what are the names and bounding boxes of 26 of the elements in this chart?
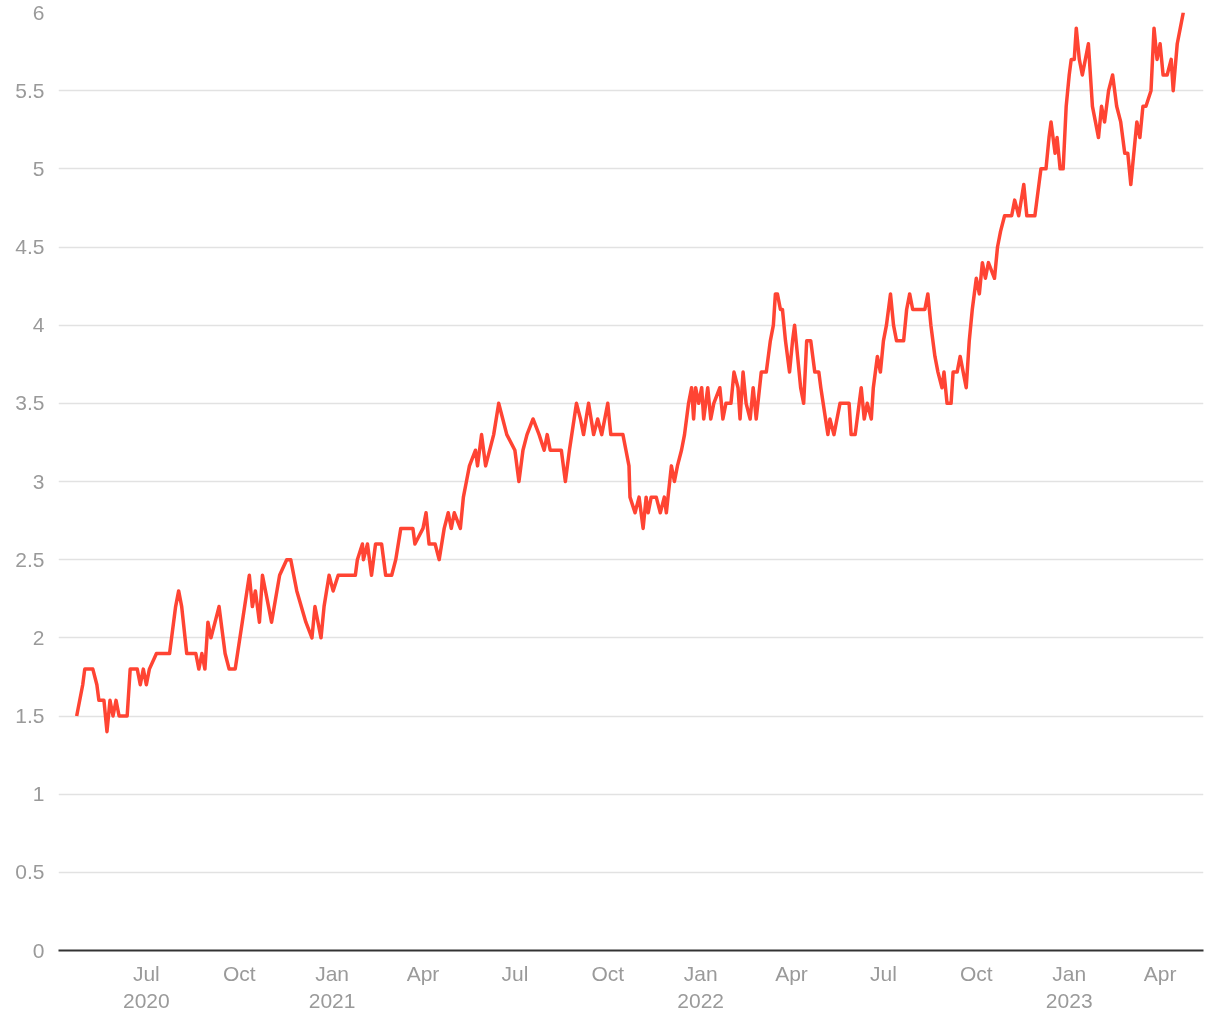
y-tick-label: 0	[32, 938, 45, 962]
x-tick-label: Apr	[775, 961, 808, 985]
y-tick-label: 1.5	[15, 704, 45, 727]
y-tick-label: 3	[32, 469, 45, 493]
x-tick-label: Jul	[501, 961, 529, 985]
x-tick-label: Apr	[1143, 961, 1177, 985]
x-tick-label: Jul	[870, 961, 897, 985]
y-tick-label: 0.5	[15, 860, 45, 884]
x-tick-label: Jan 2022	[677, 961, 725, 1013]
y-tick-label: 2.5	[15, 547, 45, 571]
y-tick-label: 1	[32, 782, 45, 806]
y-tick-label: 5.5	[15, 78, 45, 102]
y-tick-label: 2	[32, 625, 45, 649]
x-tick-label: Apr	[406, 961, 440, 985]
y-tick-label: 3.5	[15, 391, 45, 415]
line-series	[74, 12, 1186, 734]
y-tick-label: 4.5	[15, 235, 45, 258]
x-tick-label: Oct	[222, 961, 256, 985]
y-tick-label: 4	[32, 313, 45, 337]
x-tick-label: Jan 2021	[308, 961, 356, 1013]
x-tick-label: Oct	[959, 961, 993, 985]
y-tick-label: 6	[32, 0, 45, 24]
x-tick-label: Jan 2023	[1045, 961, 1093, 1013]
x-tick-label: Jul 2020	[122, 961, 170, 1013]
y-tick-label: 5	[32, 156, 45, 180]
x-tick-label: Oct	[591, 961, 625, 985]
